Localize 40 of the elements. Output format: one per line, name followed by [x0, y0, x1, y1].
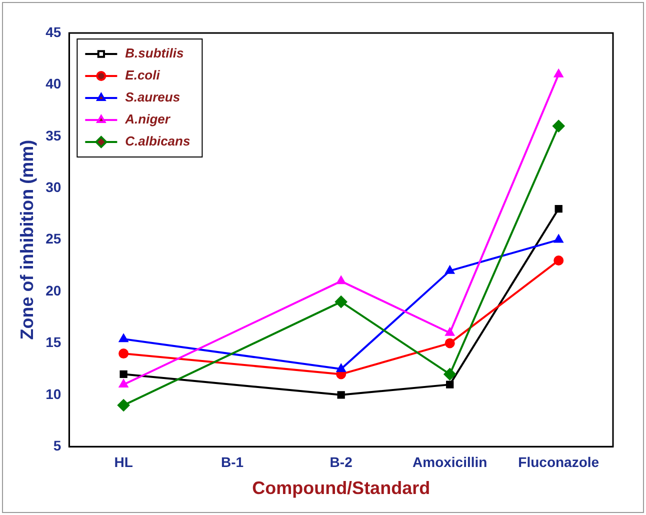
point [120, 370, 128, 378]
legend-label: A.niger [124, 112, 171, 127]
point [119, 380, 128, 388]
point [554, 69, 564, 78]
y-tick-label: 35 [46, 127, 62, 144]
point [446, 380, 454, 388]
y-axis-title: Zone of inhibition (mm) [16, 140, 37, 340]
x-tick-label: B-2 [330, 454, 353, 470]
point [444, 338, 455, 348]
legend-label: E.coli [125, 68, 160, 83]
y-tick-label: 40 [46, 76, 62, 92]
point [554, 234, 564, 243]
point [554, 204, 562, 213]
point [336, 364, 346, 372]
point [552, 120, 565, 132]
x-tick-label: Amoxicillin [412, 454, 488, 470]
x-axis-title: Compound/Standard [252, 478, 430, 498]
y-tick-label: 30 [46, 178, 62, 195]
y-tick-label: 25 [46, 230, 62, 247]
y-tick-label: 20 [46, 282, 62, 298]
point [118, 399, 130, 412]
y-tick-label: 15 [46, 334, 62, 350]
legend-label: S.aureus [125, 90, 180, 105]
point [337, 391, 345, 399]
x-tick-label: Fluconazole [518, 454, 600, 470]
point [554, 255, 564, 266]
point [336, 276, 346, 284]
legend-label: C.albicans [125, 134, 190, 149]
point [335, 296, 348, 308]
point [445, 328, 454, 336]
y-tick-label: 5 [53, 437, 62, 454]
x-tick-label: B-1 [221, 454, 244, 470]
point [444, 368, 456, 380]
y-tick-label: 10 [46, 386, 62, 402]
point [119, 334, 128, 342]
x-tick-label: HL [114, 454, 134, 470]
legend-label: B.subtilis [125, 46, 184, 61]
point [118, 348, 129, 359]
point [445, 266, 454, 274]
y-tick-label: 45 [46, 24, 62, 40]
